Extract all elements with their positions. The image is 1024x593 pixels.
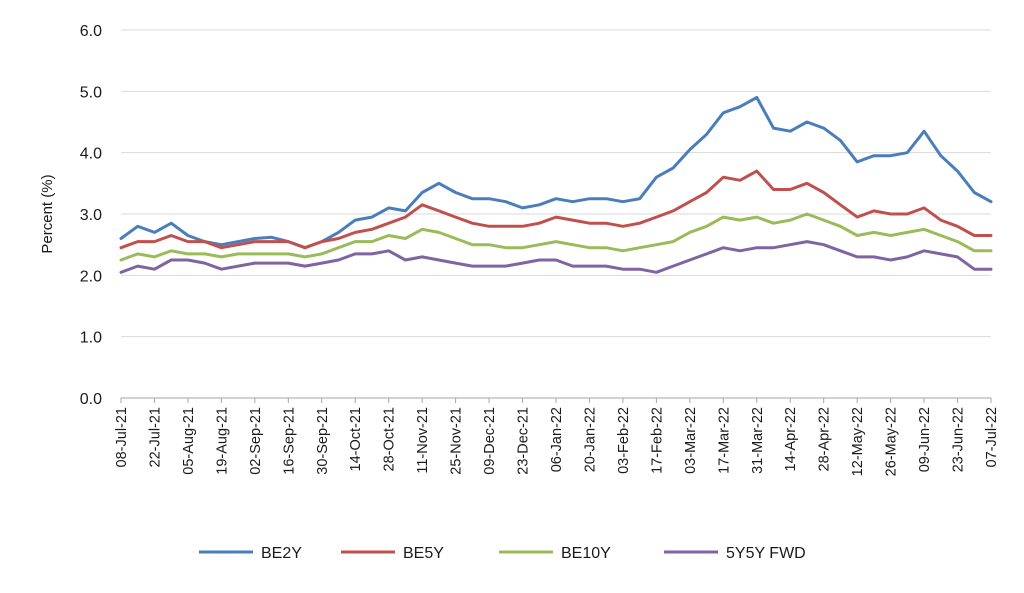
legend-label: BE2Y [261,545,302,562]
y-tick-label: 1.0 [80,330,102,347]
x-tick-label: 14-Oct-21 [348,407,364,471]
x-tick-label: 17-Mar-22 [716,407,732,474]
x-tick-label: 23-Dec-21 [516,407,532,475]
series-line-be10y [119,212,993,262]
x-tick-label: 07-Jul-22 [984,407,1000,467]
grid-lines [121,29,991,338]
x-axis-tick-labels: 08-Jul-21 22-Jul-21 05-Aug-21 19-Aug-21 02-S… [114,407,1000,476]
x-tick-label: 06-Jan-22 [549,407,565,472]
y-tick-label: 2.0 [80,268,102,285]
x-tick-label: 25-Nov-21 [449,407,465,475]
x-tick-label: 28-Oct-21 [382,407,398,471]
x-tick-label: 14-Apr-22 [783,407,799,471]
y-tick-label: 4.0 [80,146,102,163]
x-tick-label: 09-Dec-21 [482,407,498,475]
x-tick-label: 02-Sep-21 [248,407,264,475]
x-tick-label: 03-Feb-22 [616,407,632,474]
y-tick-label: 6.0 [80,23,102,40]
x-tick-label: 26-May-22 [884,407,900,476]
x-tick-label: 16-Sep-21 [281,407,297,475]
x-tick-label: 28-Apr-22 [817,407,833,471]
x-tick-label: 12-May-22 [850,407,866,476]
x-tick-label: 31-Mar-22 [750,407,766,474]
x-tick-label: 20-Jan-22 [582,407,598,472]
x-tick-label: 19-Aug-21 [214,407,230,475]
series-line-be5y [119,169,993,250]
x-tick-label: 09-Jun-22 [917,407,933,472]
series-line-be2y [119,96,993,250]
y-tick-label: 0.0 [80,391,102,408]
series-line-5y5y-fwd [119,240,993,274]
y-tick-label: 3.0 [80,207,102,224]
x-tick-label: 03-Mar-22 [683,407,699,474]
x-tick-label: 05-Aug-21 [181,407,197,475]
legend-label: 5Y5Y FWD [726,545,806,562]
series-lines [119,96,993,274]
x-tick-label: 08-Jul-21 [114,407,130,467]
x-tick-label: 22-Jul-21 [147,407,163,467]
y-axis-tick-labels: 0.0 1.0 2.0 3.0 4.0 5.0 6.0 [80,23,102,408]
legend-label: BE10Y [561,545,611,562]
y-tick-label: 5.0 [80,84,102,101]
x-tick-label: 17-Feb-22 [649,407,665,474]
x-tick-label: 30-Sep-21 [315,407,331,475]
legend-label: BE5Y [403,545,444,562]
y-axis-title: Percent (%) [39,174,56,253]
x-tick-label: 23-Jun-22 [951,407,967,472]
axes [120,397,992,403]
x-tick-label: 11-Nov-21 [415,407,431,474]
legend: BE2Y BE5Y BE10Y 5Y5Y FWD [199,545,806,562]
